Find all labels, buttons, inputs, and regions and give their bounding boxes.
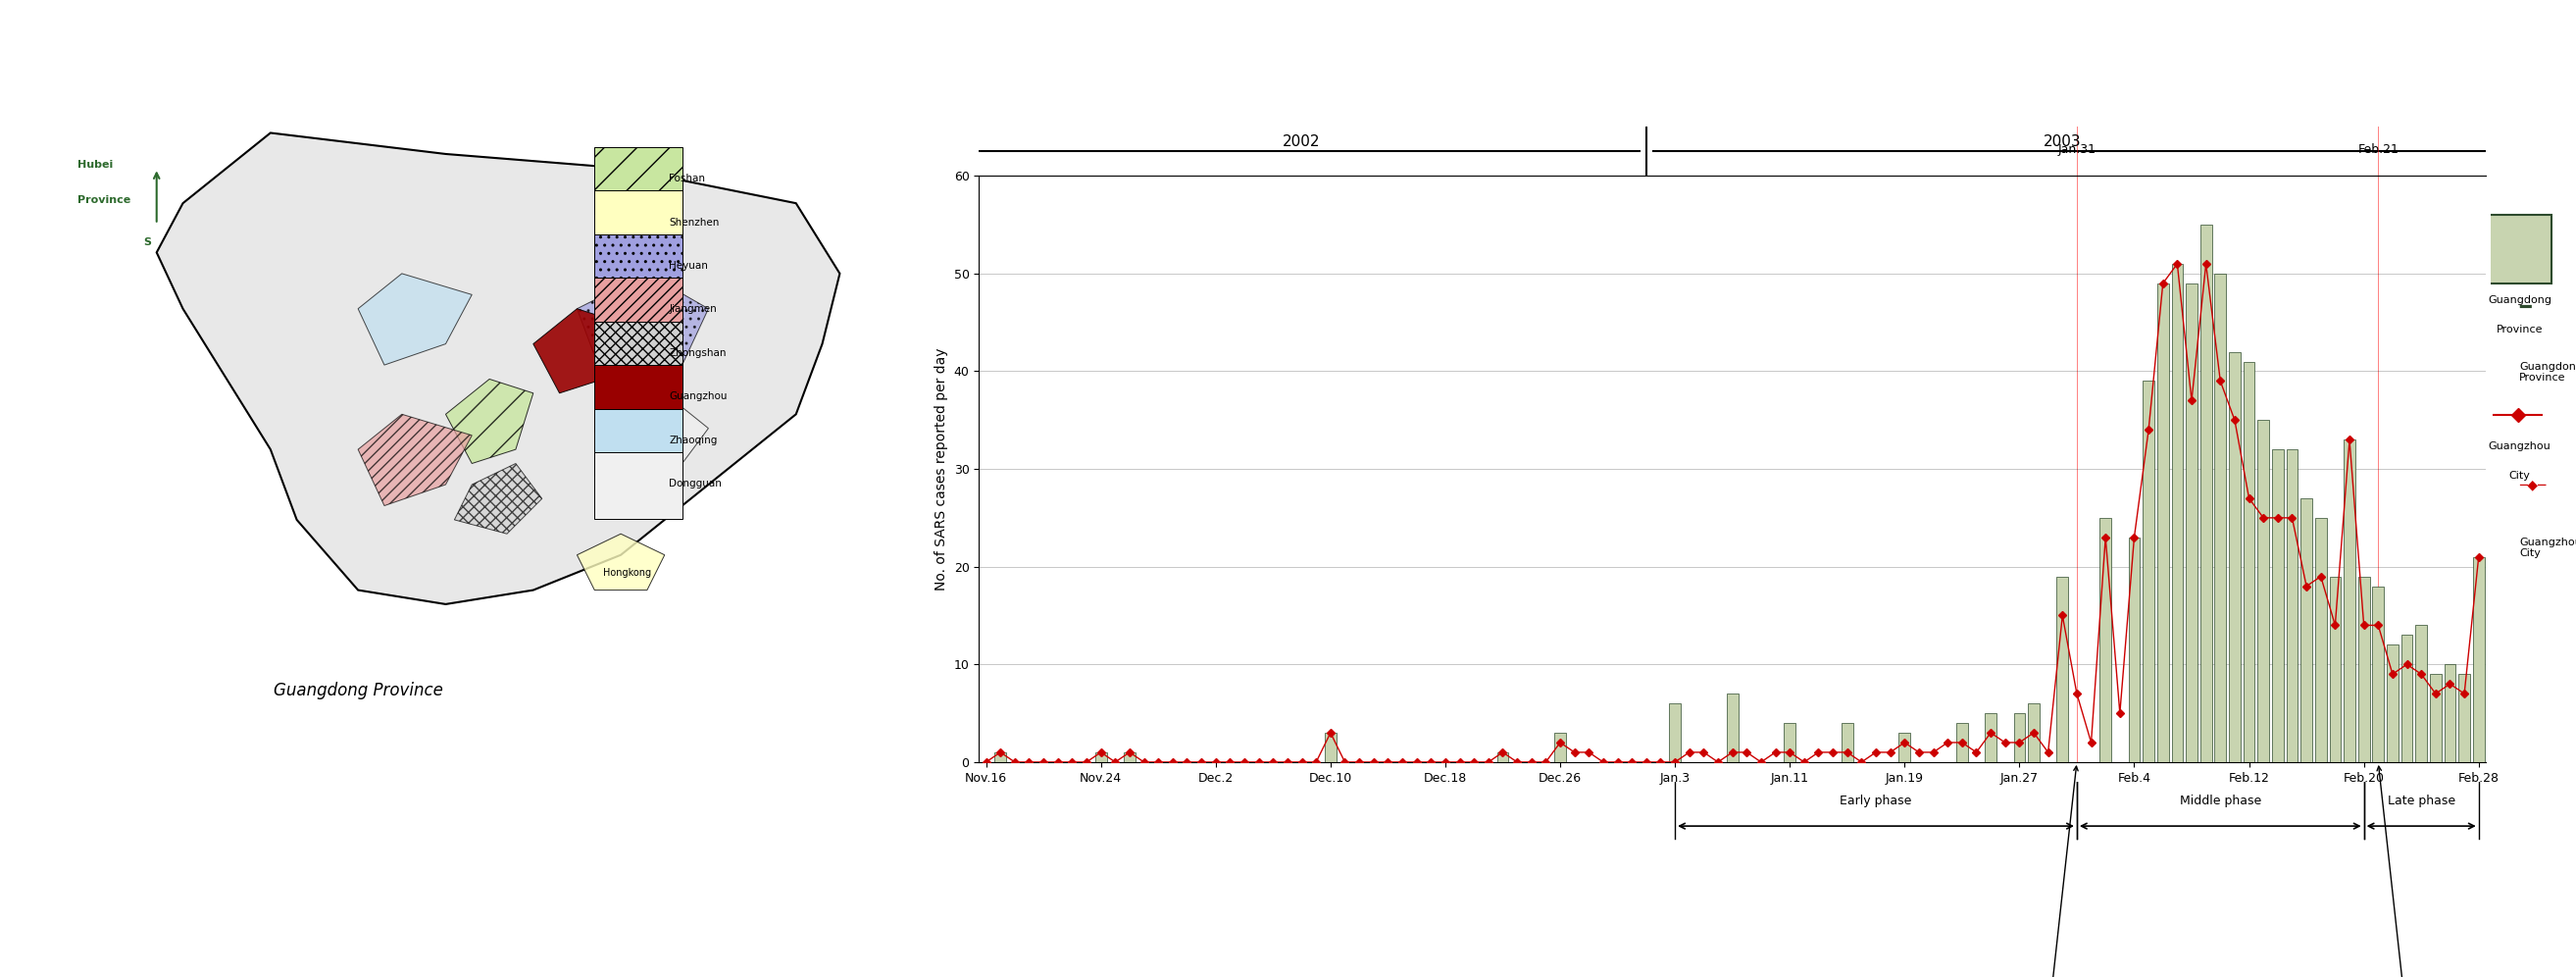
Bar (2257, 420, 2269, 762)
Text: Jan.31: Jan.31 (2058, 144, 2097, 156)
Text: Middle phase: Middle phase (2179, 794, 2262, 807)
FancyBboxPatch shape (595, 234, 683, 301)
Bar (2429, 674, 2442, 762)
Text: Foshan: Foshan (670, 174, 706, 184)
Bar (1842, 723, 1852, 762)
Bar (2128, 537, 2141, 762)
Bar (2200, 225, 2213, 762)
Text: Province: Province (2496, 324, 2543, 334)
Bar (1553, 733, 1566, 762)
Bar (2458, 674, 2470, 762)
Bar (2416, 625, 2427, 762)
Text: Heyuan: Heyuan (670, 261, 708, 271)
Bar (1123, 752, 1136, 762)
Polygon shape (358, 274, 471, 365)
FancyBboxPatch shape (595, 277, 683, 345)
Text: 2002: 2002 (1283, 134, 1321, 149)
Text: City: City (2509, 471, 2530, 481)
Bar (2228, 352, 2241, 762)
Text: Feb.21: Feb.21 (2357, 144, 2398, 156)
Bar (2172, 264, 2182, 762)
Polygon shape (621, 393, 708, 463)
Bar (2329, 576, 2342, 762)
Polygon shape (533, 309, 621, 393)
Text: Province: Province (77, 195, 131, 205)
Bar (2187, 283, 2197, 762)
FancyBboxPatch shape (595, 452, 683, 519)
Bar (2401, 635, 2414, 762)
Text: Zhaoqing: Zhaoqing (670, 436, 716, 446)
Text: Beginning of
Hospital HZS-2
Outbreak: Beginning of Hospital HZS-2 Outbreak (2007, 766, 2089, 977)
Text: Guangzhou: Guangzhou (2488, 442, 2550, 451)
FancyBboxPatch shape (595, 408, 683, 476)
FancyBboxPatch shape (595, 321, 683, 388)
Bar (1497, 752, 1510, 762)
Text: Late phase: Late phase (2388, 794, 2455, 807)
Bar (2027, 703, 2040, 762)
Text: ━: ━ (2519, 298, 2530, 317)
Polygon shape (577, 533, 665, 590)
Polygon shape (446, 379, 533, 463)
Text: Hubei: Hubei (77, 160, 113, 170)
Bar (1986, 713, 1996, 762)
Text: Jiangmen: Jiangmen (670, 305, 716, 315)
FancyBboxPatch shape (595, 191, 683, 257)
Text: Guangdong
Province: Guangdong Province (2519, 361, 2576, 383)
Polygon shape (358, 414, 471, 506)
Y-axis label: No. of SARS cases reported per day: No. of SARS cases reported per day (935, 348, 948, 590)
Bar (994, 752, 1007, 762)
Bar (1899, 733, 1911, 762)
Text: Guangzhou: Guangzhou (670, 392, 726, 402)
FancyBboxPatch shape (2488, 215, 2550, 283)
Bar (1669, 703, 1680, 762)
Polygon shape (453, 463, 541, 533)
Text: Dongguan: Dongguan (670, 479, 721, 488)
Text: Zhongshan: Zhongshan (670, 348, 726, 358)
Text: Shenzhen: Shenzhen (670, 217, 719, 227)
FancyBboxPatch shape (595, 365, 683, 432)
Bar (1785, 723, 1795, 762)
Bar (2388, 645, 2398, 762)
Bar (1324, 733, 1337, 762)
FancyBboxPatch shape (595, 147, 683, 214)
Text: S: S (144, 237, 152, 247)
Polygon shape (157, 133, 840, 604)
Text: ─◆─: ─◆─ (2519, 478, 2545, 491)
Bar (2143, 381, 2154, 762)
Text: 2003: 2003 (2043, 134, 2081, 149)
Bar (2156, 283, 2169, 762)
Text: Beginning of
Hotel M
Outbreak: Beginning of Hotel M Outbreak (2372, 766, 2442, 977)
Bar (2316, 518, 2326, 762)
Bar (1095, 752, 1108, 762)
Bar (2372, 586, 2383, 762)
Polygon shape (577, 274, 708, 379)
Bar (2357, 576, 2370, 762)
Text: Guangdong: Guangdong (2488, 295, 2550, 305)
Text: Early phase: Early phase (1839, 794, 1911, 807)
Bar (1726, 694, 1739, 762)
Bar (1955, 723, 1968, 762)
Bar (2014, 713, 2025, 762)
Bar (2099, 518, 2112, 762)
Bar (2272, 449, 2282, 762)
Text: Guangdong Province: Guangdong Province (273, 682, 443, 700)
Bar (2287, 449, 2298, 762)
Bar (2244, 361, 2254, 762)
Bar (2344, 440, 2354, 762)
Bar (2473, 557, 2483, 762)
Text: Guangzhou
City: Guangzhou City (2519, 537, 2576, 559)
Bar (2215, 274, 2226, 762)
Bar (2300, 498, 2313, 762)
Bar (2445, 664, 2455, 762)
Bar (2056, 576, 2069, 762)
Text: Hongkong: Hongkong (603, 569, 652, 578)
